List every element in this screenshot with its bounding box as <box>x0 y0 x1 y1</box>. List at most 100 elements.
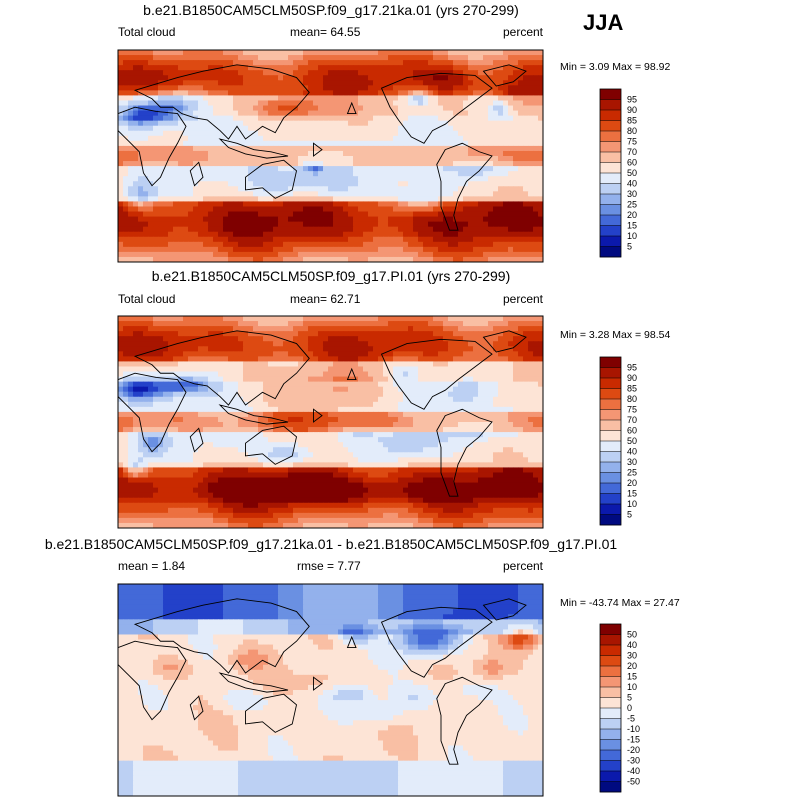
colorbar-tick-label: 30 <box>627 189 637 199</box>
panel-1-units: percent <box>502 25 543 39</box>
colorbar-box <box>600 367 621 379</box>
colorbar-tick-label: 60 <box>627 158 637 168</box>
colorbar-tick-label: 5 <box>627 693 632 703</box>
panel-1-minmax: Min = 3.09 Max = 98.92 <box>560 61 671 73</box>
colorbar-box <box>600 441 621 452</box>
colorbar-tick-label: 15 <box>627 672 637 682</box>
colorbar-tick-label: 80 <box>627 126 637 136</box>
colorbar-box <box>600 378 621 389</box>
colorbar-box <box>600 655 621 667</box>
colorbar-tick-label: 10 <box>627 231 637 241</box>
panel-2-mean: mean= 62.71 <box>290 292 361 306</box>
colorbar-tick-label: 75 <box>627 137 637 147</box>
map-panel-1 <box>117 49 544 263</box>
colorbar-tick-label: 30 <box>627 651 637 661</box>
coastlines-1 <box>118 65 526 230</box>
colorbar-box <box>600 781 621 793</box>
colorbar-tick-label: 90 <box>627 105 637 115</box>
colorbar-tick-label: 50 <box>627 630 637 640</box>
colorbar-tick-label: 25 <box>627 468 637 478</box>
colorbar-box <box>600 760 621 772</box>
panel-1-title: b.e21.B1850CAM5CLM50SP.f09_g17.21ka.01 (… <box>143 2 519 18</box>
colorbar-tick-label: -40 <box>627 766 640 776</box>
map-field-2 <box>118 316 543 528</box>
colorbar-tick-label: 5 <box>627 242 632 252</box>
colorbar-tick-label: -20 <box>627 745 640 755</box>
colorbar-box <box>600 236 621 247</box>
colorbar-tick-label: 50 <box>627 436 637 446</box>
colorbar-box <box>600 472 621 484</box>
colorbar-box <box>600 388 621 400</box>
panel-3-minmax: Min = -43.74 Max = 27.47 <box>560 597 680 609</box>
colorbar-tick-label: 80 <box>627 394 637 404</box>
colorbar-box <box>600 215 621 226</box>
colorbar-tick-label: 10 <box>627 499 637 509</box>
colorbar-box <box>600 687 621 698</box>
panel-2-left-label: Total cloud <box>118 292 176 306</box>
panel-3-units: percent <box>502 559 543 573</box>
colorbar-box <box>600 89 621 100</box>
colorbar-tick-label: -10 <box>627 724 640 734</box>
colorbar-tick-label: 15 <box>627 489 637 499</box>
colorbar-tick-label: 85 <box>627 384 637 394</box>
colorbar-tick-label: 40 <box>627 447 637 457</box>
colorbar-box <box>600 697 621 709</box>
colorbar-tick-label: 40 <box>627 640 637 650</box>
colorbar-box <box>600 483 621 494</box>
colorbar-tick-label: -50 <box>627 777 640 787</box>
colorbar-tick-label: 15 <box>627 221 637 231</box>
map-panel-3 <box>117 583 544 797</box>
colorbar-box <box>600 708 621 719</box>
panel-3-rmse: rmse = 7.77 <box>297 559 361 573</box>
colorbar-box <box>600 729 621 740</box>
colorbar-box <box>600 462 621 473</box>
map-field-1 <box>118 50 543 262</box>
colorbar-tick-label: -5 <box>627 714 635 724</box>
panel-1-left-label: Total cloud <box>118 25 176 39</box>
colorbar-box <box>600 451 621 463</box>
colorbar-box <box>600 493 621 505</box>
coastlines-2 <box>118 331 526 496</box>
colorbar-box <box>600 194 621 205</box>
panel-3-title: b.e21.B1850CAM5CLM50SP.f09_g17.21ka.01 -… <box>44 536 618 552</box>
colorbar-tick-label: 95 <box>627 95 637 105</box>
colorbar-box <box>600 676 621 688</box>
colorbar-tick-label: 20 <box>627 210 637 220</box>
colorbar-box <box>600 771 621 782</box>
colorbar-box <box>600 120 621 132</box>
colorbar-tick-label: 40 <box>627 179 637 189</box>
colorbar-tick-label: -15 <box>627 735 640 745</box>
colorbar-tick-label: 5 <box>627 510 632 520</box>
colorbar-box <box>600 718 621 730</box>
colorbar-box <box>600 162 621 174</box>
colorbar-box <box>600 357 621 368</box>
colorbar-tick-label: 20 <box>627 478 637 488</box>
colorbar-box <box>600 152 621 163</box>
colorbar-tick-label: 20 <box>627 661 637 671</box>
colorbar-tick-label: 70 <box>627 147 637 157</box>
colorbar-box <box>600 504 621 515</box>
colorbar-box <box>600 645 621 656</box>
colorbar-box <box>600 204 621 216</box>
colorbar-box <box>600 409 621 421</box>
colorbar-tick-label: 60 <box>627 426 637 436</box>
colorbar-tick-label: -30 <box>627 756 640 766</box>
colorbar-box <box>600 246 621 258</box>
colorbar-box <box>600 750 621 761</box>
colorbar-box <box>600 225 621 237</box>
colorbar-tick-label: 75 <box>627 405 637 415</box>
colorbar-box <box>600 110 621 121</box>
panel-2-title: b.e21.B1850CAM5CLM50SP.f09_g17.PI.01 (yr… <box>151 268 511 284</box>
panel-2-minmax: Min = 3.28 Max = 98.54 <box>560 329 671 341</box>
colorbar-tick-label: 95 <box>627 363 637 373</box>
colorbar-tick-label: 50 <box>627 168 637 178</box>
panel-1-mean: mean= 64.55 <box>290 25 361 39</box>
map-frame-1 <box>117 49 544 263</box>
colorbar-box <box>600 141 621 153</box>
map-panel-2 <box>117 315 544 529</box>
map-frame-3 <box>117 583 544 797</box>
colorbar-box <box>600 99 621 111</box>
